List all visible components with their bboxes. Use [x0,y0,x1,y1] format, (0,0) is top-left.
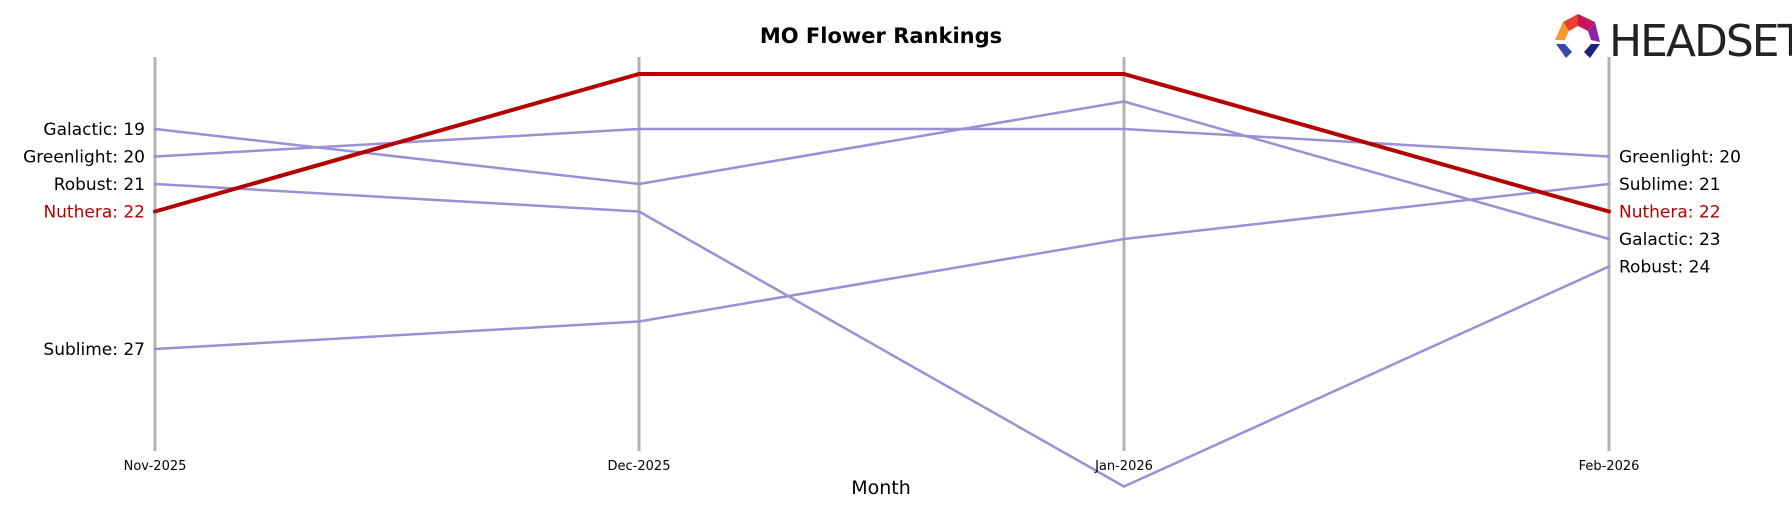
series-lines [153,72,1611,488]
series-line-galactic [153,100,1611,241]
x-axis-label: Month [851,477,911,499]
left-label-robust-21: Robust: 21 [54,175,145,195]
headset-logo: HEADSET [1555,14,1792,67]
chart-title: MO Flower Rankings [760,24,1002,48]
x-tick-dec-2025: Dec-2025 [608,459,671,474]
right-label-nuthera-22: Nuthera: 22 [1619,203,1721,223]
left-label-nuthera-22: Nuthera: 22 [43,203,145,223]
right-label-galactic-23: Galactic: 23 [1619,230,1721,250]
x-tick-feb-2026: Feb-2026 [1579,459,1640,474]
left-label-sublime-27: Sublime: 27 [43,340,145,360]
series-line-robust [153,182,1611,488]
series-line-nuthera [153,72,1611,214]
right-rank-labels: Greenlight: 20 Sublime: 21 Nuthera: 22 Gala… [1619,148,1741,278]
x-tick-labels: Nov-2025 Dec-2025 Jan-2026 Feb-2026 [124,459,1640,474]
headset-logo-mark-icon [1555,14,1600,58]
left-label-galactic-19: Galactic: 19 [43,120,145,140]
month-axes [153,57,1611,451]
left-rank-labels: Galactic: 19 Greenlight: 20 Robust: 21 Nuth… [23,120,145,360]
x-tick-jan-2026: Jan-2026 [1094,459,1153,474]
x-tick-nov-2025: Nov-2025 [124,459,187,474]
right-label-robust-24: Robust: 24 [1619,258,1710,278]
right-label-greenlight-20: Greenlight: 20 [1619,148,1741,168]
headset-logo-text: HEADSET [1609,16,1792,67]
left-label-greenlight-20: Greenlight: 20 [23,148,145,168]
right-label-sublime-21: Sublime: 21 [1619,175,1721,195]
series-line-sublime [153,182,1611,351]
